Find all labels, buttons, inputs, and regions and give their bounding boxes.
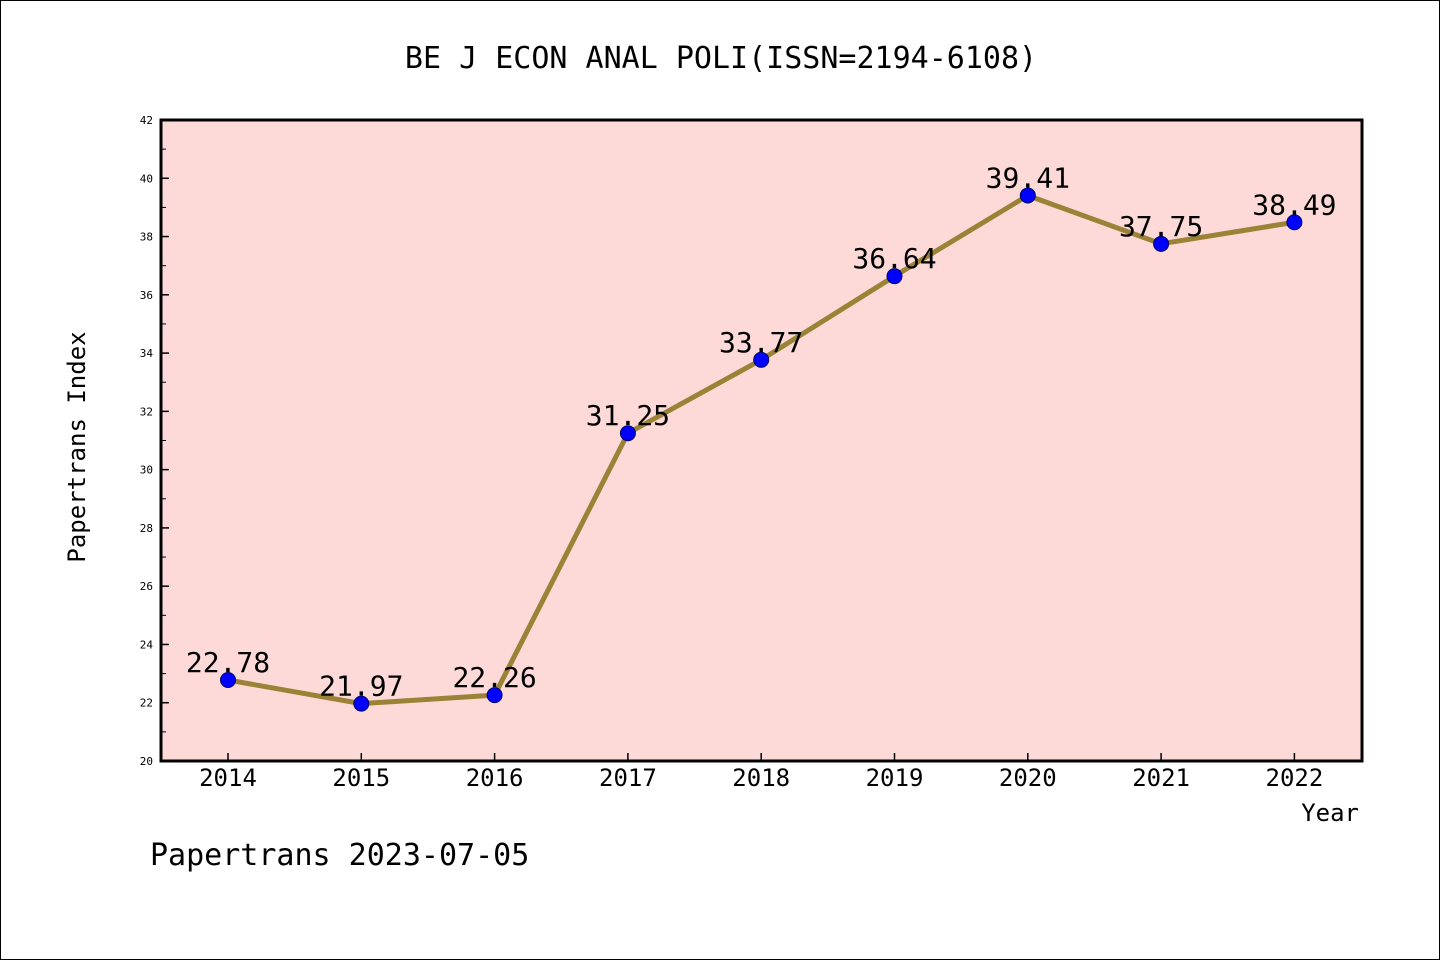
y-tick-label: 38 <box>140 231 153 244</box>
x-tick-label: 2014 <box>199 764 257 792</box>
y-tick-label: 30 <box>140 464 153 477</box>
y-tick-label: 40 <box>140 172 153 185</box>
data-point <box>1019 187 1036 204</box>
data-point <box>220 672 236 689</box>
y-tick-label: 34 <box>140 347 154 360</box>
x-tick-label: 2020 <box>999 764 1057 792</box>
data-label: 39.41 <box>986 161 1070 194</box>
chart-title: BE J ECON ANAL POLI(ISSN=2194-6108) <box>405 41 1037 76</box>
data-label: 21.97 <box>319 670 403 703</box>
data-label: 38.49 <box>1252 188 1336 221</box>
data-point <box>886 268 903 285</box>
data-point <box>753 351 770 368</box>
data-label: 36.64 <box>852 242 936 275</box>
y-tick-label: 22 <box>140 697 153 710</box>
y-tick-label: 36 <box>140 289 153 302</box>
data-point <box>353 695 370 712</box>
data-point <box>486 687 503 704</box>
data-label: 33.77 <box>719 326 803 359</box>
plot-area <box>161 120 1362 761</box>
data-label: 22.26 <box>452 661 536 694</box>
y-axis-title: Papertrans Index <box>63 331 91 562</box>
data-label: 37.75 <box>1119 210 1203 243</box>
y-tick-label: 32 <box>140 405 153 418</box>
x-tick-label: 2016 <box>466 764 524 792</box>
footer-caption: Papertrans 2023-07-05 <box>150 838 529 873</box>
data-points <box>220 187 1303 712</box>
y-tick-label: 28 <box>140 522 153 535</box>
y-tick-label: 20 <box>140 755 153 768</box>
y-axis: 20 22 24 26 28 30 32 34 36 38 40 42 <box>140 114 169 768</box>
x-tick-label: 2021 <box>1132 764 1190 792</box>
y-tick-label: 24 <box>140 638 154 651</box>
x-tick-label: 2018 <box>732 764 790 792</box>
x-axis: 2014 2015 2016 2017 2018 2019 2020 2021 2022 <box>199 753 1323 792</box>
data-point <box>619 425 636 442</box>
x-tick-label: 2019 <box>866 764 924 792</box>
plot-border <box>159 118 1364 763</box>
data-point <box>1153 235 1170 252</box>
x-axis-title: Year <box>1301 799 1359 827</box>
x-tick-label: 2017 <box>599 764 657 792</box>
data-label: 31.25 <box>586 399 670 432</box>
x-tick-label: 2015 <box>332 764 390 792</box>
data-point <box>1286 214 1303 231</box>
x-tick-label: 2022 <box>1266 764 1324 792</box>
y-tick-label: 26 <box>140 580 153 593</box>
data-labels: 22.78 21.97 22.26 31.25 33.77 36.64 39.41 37.75… <box>186 161 1337 702</box>
y-tick-label: 42 <box>140 114 153 127</box>
data-label: 22.78 <box>186 646 270 679</box>
